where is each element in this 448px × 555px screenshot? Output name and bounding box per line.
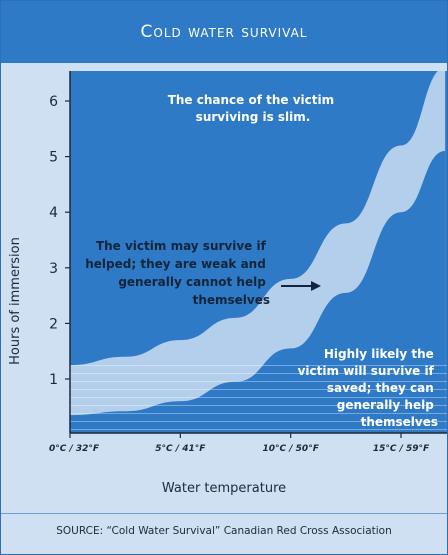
svg-text:The victim may survive if: The victim may survive if helped; they a… [85, 239, 270, 307]
x-tick-label: 10°C / 50°F [262, 444, 319, 454]
x-tick-label: 15°C / 59°F [373, 444, 430, 454]
annotation-likely-line-4: generally help [337, 398, 434, 412]
annotation-likely-line-3: saved; they can [327, 381, 434, 395]
x-tick-label: 0°C / 32°F [49, 444, 100, 454]
annotation-slim: The chance of the victim surviving is sl… [168, 93, 339, 124]
y-tick-label: 5 [49, 150, 58, 166]
chart-title: Cold water survival [1, 1, 447, 63]
svg-text:Highly likely the vict: Highly likely the victim will survive if… [298, 347, 438, 429]
y-tick-label: 3 [49, 261, 58, 277]
y-tick-label: 4 [49, 205, 58, 221]
annotation-slim-line-2: surviving is slim. [196, 110, 311, 124]
y-tick-label: 6 [49, 94, 58, 110]
annotation-may-survive-line-2: helped; they are weak and [85, 257, 266, 271]
y-tick-label: 2 [49, 316, 58, 332]
annotation-likely-survive: Highly likely the victim will survive if… [298, 347, 438, 429]
annotation-likely-line-1: Highly likely the [324, 347, 434, 361]
y-axis-label: Hours of immersion [8, 237, 23, 365]
divider [1, 513, 447, 514]
annotation-likely-line-5: themselves [361, 415, 438, 429]
arrow-head [311, 281, 321, 291]
y-tick-label: 1 [49, 372, 58, 388]
annotation-may-survive-line-1: The victim may survive if [96, 239, 267, 253]
stripe-overlay [70, 362, 447, 433]
x-tick-label: 5°C / 41°F [155, 444, 206, 454]
x-axis-label: Water temperature [161, 481, 287, 496]
source-note: SOURCE: “Cold Water Survival” Canadian R… [56, 525, 392, 537]
annotation-slim-line-1: The chance of the victim [168, 93, 334, 107]
annotation-may-survive-line-4: themselves [193, 293, 270, 307]
annotation-likely-line-2: victim will survive if [298, 364, 435, 378]
annotation-may-survive: The victim may survive if helped; they a… [85, 239, 321, 307]
svg-text:The chance of the victim: The chance of the victim surviving is sl… [168, 93, 339, 124]
annotation-may-survive-line-3: generally cannot help [118, 275, 266, 289]
